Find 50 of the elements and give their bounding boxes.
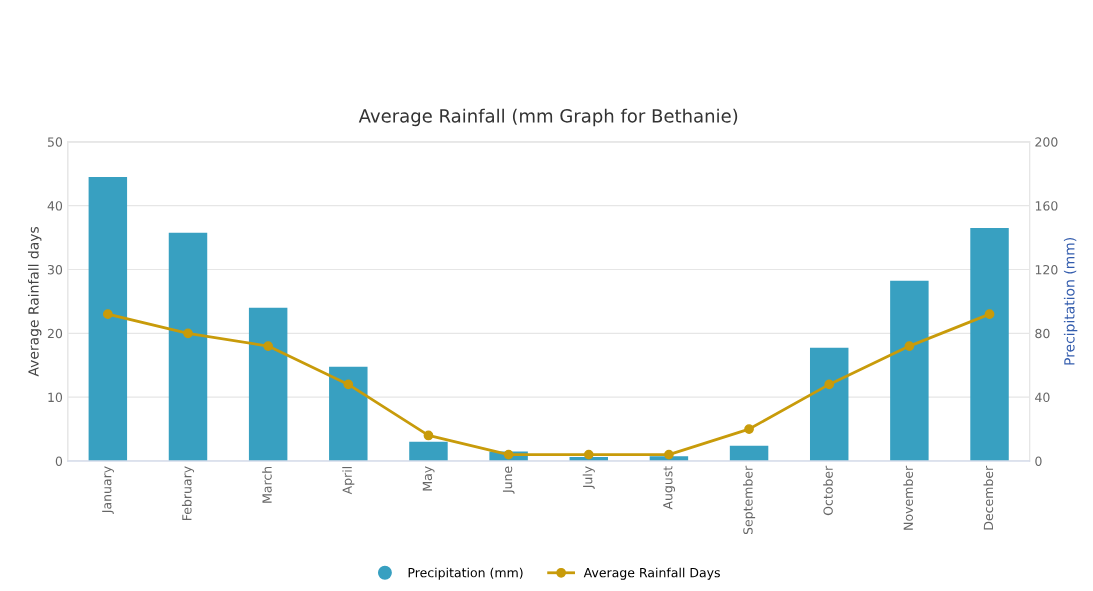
x-tick-label: September [743,465,756,535]
point [183,328,193,339]
y2-axis-title: Precipitation (mm) [1063,238,1078,365]
bar [409,441,448,461]
y-tick-label: 0 [55,456,63,466]
x-tick-label: August [663,466,675,510]
chart-title: Average Rainfall (mm Graph for Bethanie) [358,108,738,127]
point [263,341,274,351]
y-tick-label: 20 [47,328,63,339]
x-tick-label: June [502,466,515,494]
x-tick-label: July [582,466,595,489]
point [904,341,915,351]
point [102,309,113,320]
point [824,379,835,390]
y-tick-label: 10 [48,392,63,403]
x-tick-label: November [903,465,913,530]
bar [809,347,849,461]
y2-tick-label: 80 [1035,328,1050,339]
y2-tick-label: 120 [1035,264,1058,275]
legend-label: Precipitation (mm) [408,567,523,580]
x-tick-label: December [983,465,994,530]
bar [168,232,208,461]
x-tick-label: March [262,466,272,503]
x-tick-label: October [823,465,833,516]
x-tick-label: January [102,466,114,514]
point [423,430,434,441]
point [664,449,674,460]
legend-label: Average Rainfall Days [583,567,720,580]
bar [329,366,368,461]
y-axis-title: Average Rainfall days [28,226,42,377]
x-tick-label: May [422,466,435,491]
y-tick-label: 50 [47,137,63,147]
y2-tick-label: 40 [1035,392,1050,403]
y2-tick-label: 0 [1035,456,1042,466]
point [503,449,514,460]
point [984,309,995,320]
y2-tick-label: 160 [1035,201,1058,211]
y-tick-label: 40 [47,201,63,211]
x-tick-label: February [181,466,195,520]
point [583,449,594,460]
bar [890,280,929,461]
bar [88,176,128,461]
bar [729,445,769,461]
y2-tick-label: 200 [1035,137,1058,147]
point [744,424,754,434]
y-tick-label: 30 [47,264,63,275]
point [343,379,354,390]
x-tick-label: April [342,467,355,495]
bar [248,307,288,461]
bar [970,228,1009,461]
